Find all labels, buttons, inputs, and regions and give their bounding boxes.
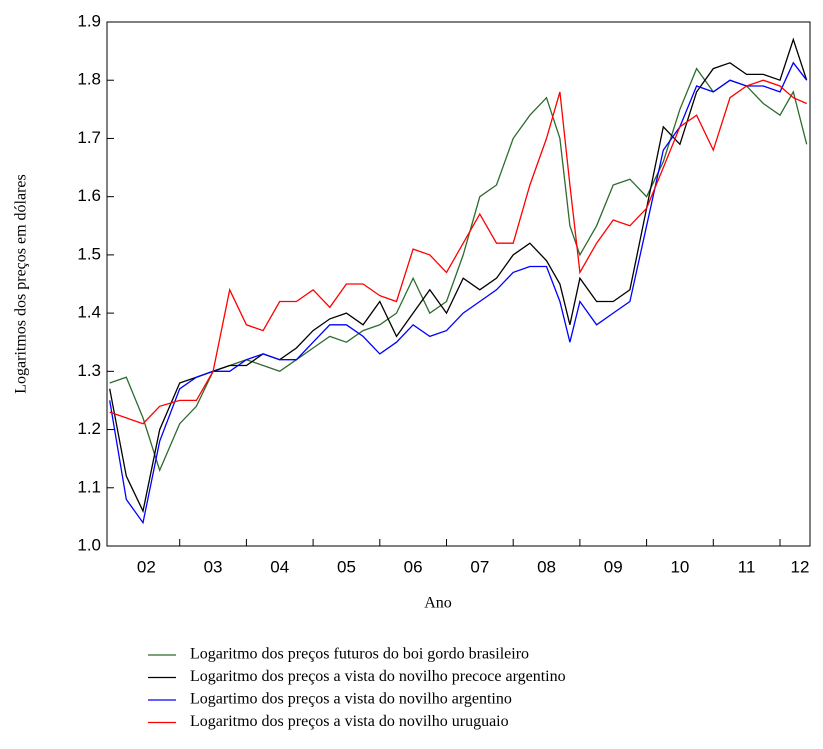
y-tick-label: 1.8 [77,70,101,89]
y-tick-label: 1.9 [77,11,101,30]
x-tick-label: 11 [738,557,756,576]
y-tick-label: 1.2 [77,419,101,438]
y-tick-label: 1.6 [77,186,101,205]
series-line [109,67,808,473]
x-tick-label: 06 [404,557,423,576]
x-tick-label: 12 [791,557,810,576]
legend-label: Logaritmo dos preços a vista do novilho … [190,713,509,730]
y-tick-label: 1.7 [77,128,101,147]
y-tick-label: 1.5 [77,244,101,263]
plot-frame [106,21,811,547]
x-tick-label: 10 [670,557,689,576]
series-line [109,79,807,425]
x-tick-label: 05 [337,557,356,576]
x-tick-label: 04 [270,557,289,576]
y-tick-label: 1.3 [77,361,101,380]
legend-label: Logaritmo dos preços a vista do novilho … [190,668,566,685]
x-tick-label: 07 [470,557,489,576]
x-tick-label: 03 [204,557,223,576]
y-tick-label: 1.4 [77,303,101,322]
series-line [109,37,808,514]
x-tick-label: 09 [604,557,623,576]
x-axis-label: Ano [424,595,452,612]
y-tick-label: 1.0 [77,535,101,554]
x-tick-label: 02 [137,557,156,576]
y-tick-label: 1.1 [77,477,101,496]
legend-label: Logaritmo dos preços futuros do boi gord… [190,646,529,663]
series-line [109,61,808,525]
legend-label: Logartimo dos preços a vista do novilho … [190,691,512,708]
y-axis-label: Logaritmos dos preços em dólares [13,174,30,394]
x-tick-label: 08 [537,557,556,576]
